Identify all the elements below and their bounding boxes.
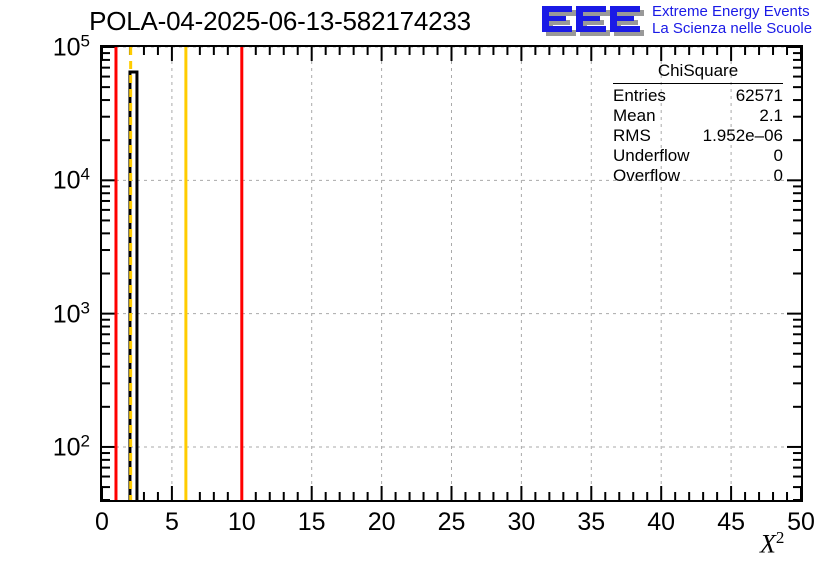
x-tick-label: 5 [164, 508, 179, 536]
stats-row-key: Mean [613, 106, 656, 125]
x-axis-title-base: X [760, 529, 776, 559]
y-tick-label: 103 [28, 298, 90, 329]
x-tick-label: 35 [577, 508, 606, 536]
stats-row: Underflow 0 [613, 146, 783, 166]
y-tick-label-base: 10 [52, 33, 81, 62]
eee-letters-icon [542, 6, 644, 36]
y-tick-label-base: 10 [52, 433, 81, 462]
plot-svg [102, 47, 801, 500]
stats-divider [613, 83, 783, 84]
y-tick-label-exponent: 2 [80, 431, 90, 451]
plot-frame [100, 45, 803, 502]
y-tick-label: 104 [28, 165, 90, 196]
x-tick-label: 15 [297, 508, 326, 536]
eee-logo-line1: Extreme Energy Events [652, 3, 810, 20]
stats-rows: Entries 62571 Mean 2.1 RMS 1.952e‒06 Underflow… [613, 86, 783, 186]
y-tick-label-exponent: 4 [80, 164, 90, 184]
plot-area [102, 47, 801, 500]
x-axis-title: X2 [760, 528, 784, 560]
y-tick-label-base: 10 [52, 300, 81, 329]
eee-logo-mark [540, 4, 646, 38]
stats-row-value: 62571 [735, 86, 783, 105]
stats-row-value: 0 [773, 146, 783, 165]
x-tick-label: 0 [95, 508, 109, 536]
y-tick-label: 105 [28, 31, 90, 62]
x-axis-title-exponent: 2 [775, 528, 785, 547]
y-axis-title: Entries/bin [0, 105, 5, 224]
stats-row-value: 0 [773, 166, 783, 185]
x-tick-label: 50 [787, 508, 815, 536]
stats-row-key: RMS [613, 126, 651, 145]
x-tick-label: 10 [227, 508, 256, 536]
stats-row: RMS 1.952e‒06 [613, 126, 783, 146]
eee-logo-line2: La Scienza nelle Scuole [652, 20, 813, 37]
x-tick-label: 30 [507, 508, 536, 536]
y-tick-label-exponent: 3 [80, 297, 90, 317]
x-tick-label: 25 [437, 508, 466, 536]
x-tick-label: 40 [647, 508, 676, 536]
stats-row-value: 2.1 [759, 106, 783, 125]
stats-row: Entries 62571 [613, 86, 783, 106]
stats-title: ChiSquare [657, 61, 739, 80]
y-tick-label-base: 10 [52, 166, 81, 195]
y-tick-label-exponent: 5 [80, 31, 90, 51]
x-tick-label: 20 [367, 508, 396, 536]
stats-row: Overflow 0 [613, 166, 783, 186]
page-title: POLA-04-2025-06-13-582174233 [89, 6, 471, 36]
stats-row: Mean 2.1 [613, 106, 783, 126]
stats-row-value: 1.952e‒06 [702, 126, 783, 145]
stats-row-key: Entries [613, 86, 666, 105]
x-tick-label: 45 [717, 508, 745, 536]
eee-logo: Extreme Energy Events La Scienza nelle S… [540, 2, 832, 42]
y-tick-label: 102 [28, 431, 90, 462]
stats-row-key: Overflow [613, 166, 681, 185]
stats-box: ChiSquare Entries 62571 Mean 2.1 RMS 1.952e‒0… [613, 61, 783, 186]
eee-logo-text: Extreme Energy Events La Scienza nelle S… [652, 3, 812, 37]
stats-row-key: Underflow [613, 146, 690, 165]
